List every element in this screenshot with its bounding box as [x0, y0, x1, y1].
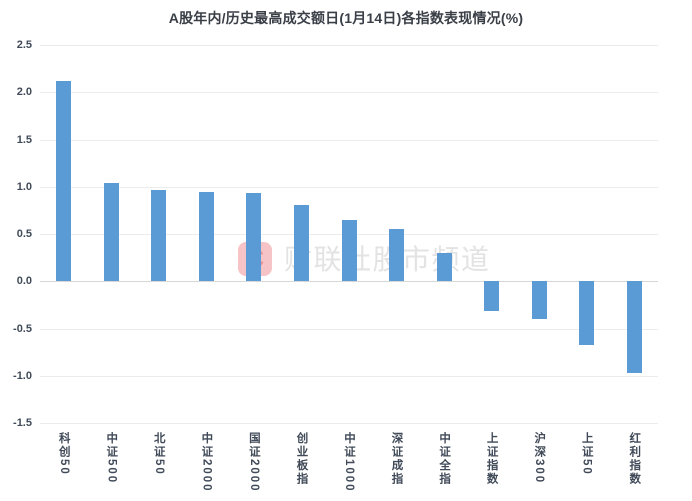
bar-中证全指	[436, 252, 452, 282]
x-axis-category-label: 中证2000	[200, 432, 213, 493]
y-axis-tick-label: 2.5	[16, 39, 32, 51]
watermark-text: 财联社股市频道	[284, 244, 491, 275]
bar-上证指数	[484, 281, 500, 311]
gridline	[40, 139, 658, 141]
bar-沪深300	[531, 281, 547, 320]
gridline	[40, 92, 658, 94]
y-axis-tick-label: 1.5	[16, 133, 32, 146]
bar-中证500	[103, 183, 119, 282]
x-axis-category-label: 上证指数	[485, 432, 498, 486]
x-axis-category-label: 沪深300	[533, 432, 546, 485]
y-axis-tick-label: 0.0	[16, 275, 32, 288]
x-axis-category-label: 创业板指	[295, 432, 308, 486]
bar-中证1000	[341, 219, 357, 282]
bar-深证成指	[389, 229, 404, 282]
x-axis-category-label: 国证2000	[247, 432, 260, 493]
y-axis-tick-label: 0.5	[16, 228, 32, 240]
bar-国证2000	[246, 193, 262, 282]
bar-红利指数	[626, 281, 642, 373]
x-axis-category-label: 红利指数	[628, 432, 641, 486]
gridline	[40, 45, 658, 46]
y-axis-tick-label: 2.0	[16, 86, 32, 99]
bar-科创50	[56, 80, 72, 282]
bar-创业板指	[294, 204, 309, 282]
y-axis-tick-label: -1.5	[13, 417, 32, 429]
x-axis-category-label: 科创50	[57, 432, 70, 476]
x-axis-category-label: 上证50	[580, 432, 593, 476]
gridline	[40, 423, 658, 424]
x-axis-zero-line	[40, 281, 658, 283]
y-axis-tick-label: -1.0	[13, 369, 32, 382]
x-axis-category-label: 深证成指	[390, 432, 403, 486]
bar-北证50	[151, 189, 167, 282]
bar-中证2000	[198, 191, 214, 282]
x-axis-category-label: 北证50	[152, 432, 165, 476]
y-axis-tick-label: -0.5	[13, 322, 32, 335]
gridline	[40, 186, 658, 188]
x-axis-category-label: 中证1000	[343, 432, 355, 493]
gridline	[40, 375, 658, 377]
bar-上证50	[579, 281, 595, 345]
gridline	[40, 328, 658, 330]
chart-title: A股年内/历史最高成交额日(1月14日)各指数表现情况(%)	[168, 10, 524, 26]
x-axis-category-label: 中证全指	[438, 432, 451, 486]
y-axis-tick-label: 1.0	[16, 180, 32, 193]
x-axis-category-label: 中证500	[105, 432, 118, 485]
